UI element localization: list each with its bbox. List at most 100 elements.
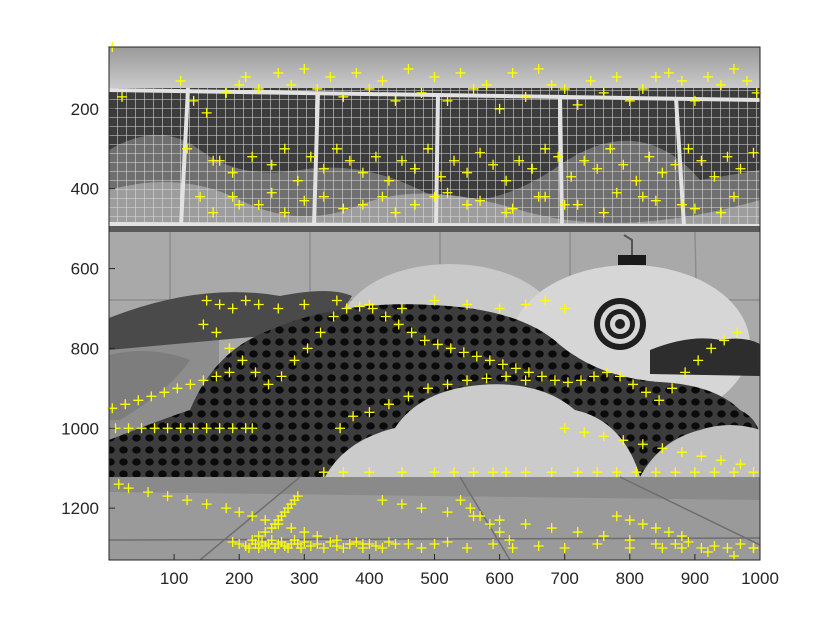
plus-marker	[520, 467, 531, 478]
y-tick-label: 400	[71, 180, 99, 199]
plus-marker	[429, 295, 440, 306]
plus-marker	[195, 191, 206, 202]
plus-marker	[396, 303, 407, 314]
plus-marker	[670, 467, 681, 478]
plus-marker	[611, 71, 622, 82]
plus-marker	[208, 155, 219, 166]
plus-marker	[624, 543, 635, 554]
plus-marker	[390, 539, 401, 550]
plus-marker	[602, 367, 613, 378]
plus-marker	[455, 67, 466, 78]
plus-marker	[338, 203, 349, 214]
plus-marker	[214, 423, 225, 434]
plus-marker	[182, 495, 193, 506]
plus-marker	[549, 375, 560, 386]
plus-marker	[377, 191, 388, 202]
plus-marker	[348, 411, 359, 422]
plus-marker	[318, 191, 329, 202]
plus-marker	[553, 151, 564, 162]
plus-marker	[741, 75, 752, 86]
plus-marker	[416, 503, 427, 514]
plus-marker	[318, 163, 329, 174]
plus-marker	[598, 431, 609, 442]
plus-marker	[273, 303, 284, 314]
plus-marker	[442, 187, 453, 198]
plus-marker	[419, 335, 430, 346]
plus-marker	[409, 199, 420, 210]
plus-marker	[676, 75, 687, 86]
plus-marker	[403, 63, 414, 74]
plus-marker	[715, 207, 726, 218]
plus-marker	[657, 543, 668, 554]
plus-marker	[494, 527, 505, 538]
plus-marker	[650, 539, 661, 550]
plus-marker	[364, 539, 375, 550]
plus-marker	[471, 351, 482, 362]
plus-marker	[429, 467, 440, 478]
plus-marker	[325, 71, 336, 82]
plus-marker	[123, 483, 134, 494]
plus-marker	[533, 63, 544, 74]
plus-marker	[266, 159, 277, 170]
plus-marker	[325, 537, 336, 548]
plus-marker	[748, 147, 759, 158]
plus-marker	[572, 99, 583, 110]
plus-marker	[331, 295, 342, 306]
x-tick-label: 300	[290, 569, 318, 588]
plus-marker	[432, 339, 443, 350]
plus-marker	[224, 367, 235, 378]
plus-marker	[592, 467, 603, 478]
plus-marker	[286, 523, 297, 534]
plus-marker	[305, 151, 316, 162]
plus-marker	[510, 363, 521, 374]
plus-marker	[676, 543, 687, 554]
plus-marker	[579, 155, 590, 166]
plus-marker	[455, 495, 466, 506]
plus-marker	[162, 423, 173, 434]
plus-marker	[292, 175, 303, 186]
plus-marker	[572, 467, 583, 478]
plus-marker	[540, 295, 551, 306]
plus-marker	[475, 511, 486, 522]
plus-marker	[462, 543, 473, 554]
plus-marker	[449, 467, 460, 478]
plus-marker	[680, 367, 691, 378]
x-tick-label: 200	[225, 569, 253, 588]
plus-marker	[462, 299, 473, 310]
plus-marker	[628, 379, 639, 390]
plus-marker	[227, 191, 238, 202]
plus-marker	[696, 451, 707, 462]
plus-marker	[227, 167, 238, 178]
plus-marker	[481, 79, 492, 90]
plus-marker	[468, 467, 479, 478]
plus-marker	[494, 303, 505, 314]
plus-marker	[520, 375, 531, 386]
plus-marker	[449, 155, 460, 166]
plus-marker	[247, 423, 258, 434]
plus-marker	[279, 207, 290, 218]
plus-marker	[351, 537, 362, 548]
plus-marker	[286, 79, 297, 90]
plus-marker	[393, 319, 404, 330]
plus-marker	[315, 327, 326, 338]
plus-marker	[559, 303, 570, 314]
plus-marker	[234, 79, 245, 90]
plus-marker	[689, 95, 700, 106]
plus-marker	[637, 439, 648, 450]
plus-marker	[689, 467, 700, 478]
plus-marker	[667, 383, 678, 394]
plus-marker	[735, 459, 746, 470]
plus-marker	[465, 503, 476, 514]
plus-marker	[383, 175, 394, 186]
plus-marker	[748, 543, 759, 554]
plus-marker	[663, 527, 674, 538]
plus-marker	[728, 551, 739, 562]
plus-marker	[305, 541, 316, 552]
plus-marker	[624, 95, 635, 106]
plus-marker	[403, 539, 414, 550]
plus-marker	[520, 91, 531, 102]
plus-marker	[201, 295, 212, 306]
x-tick-label: 1000	[741, 569, 779, 588]
plus-marker	[422, 143, 433, 154]
